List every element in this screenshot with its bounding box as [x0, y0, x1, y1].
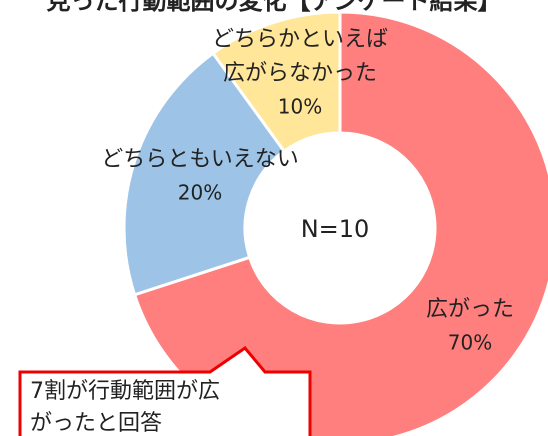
callout-text: 7割が行動範囲が広 [30, 379, 220, 404]
chart-title: 見った行動範囲の変化【アンケート結果】 [46, 0, 501, 15]
slice-label: 広がった [426, 297, 514, 322]
slice-value-label: 10% [278, 95, 322, 119]
slice-value-label: 70% [448, 331, 492, 355]
callout-box [18, 345, 312, 436]
donut-slice [210, 10, 342, 154]
slice-label: どちらともいえない [101, 147, 299, 172]
donut-slice [122, 51, 287, 297]
center-label: N=10 [301, 215, 370, 243]
slice-value-label: 20% [178, 181, 222, 205]
callout-text: がったと回答 [30, 411, 162, 436]
slice-label: 広がらなかった [223, 61, 377, 86]
slice-label: どちらかといえば [212, 27, 388, 52]
